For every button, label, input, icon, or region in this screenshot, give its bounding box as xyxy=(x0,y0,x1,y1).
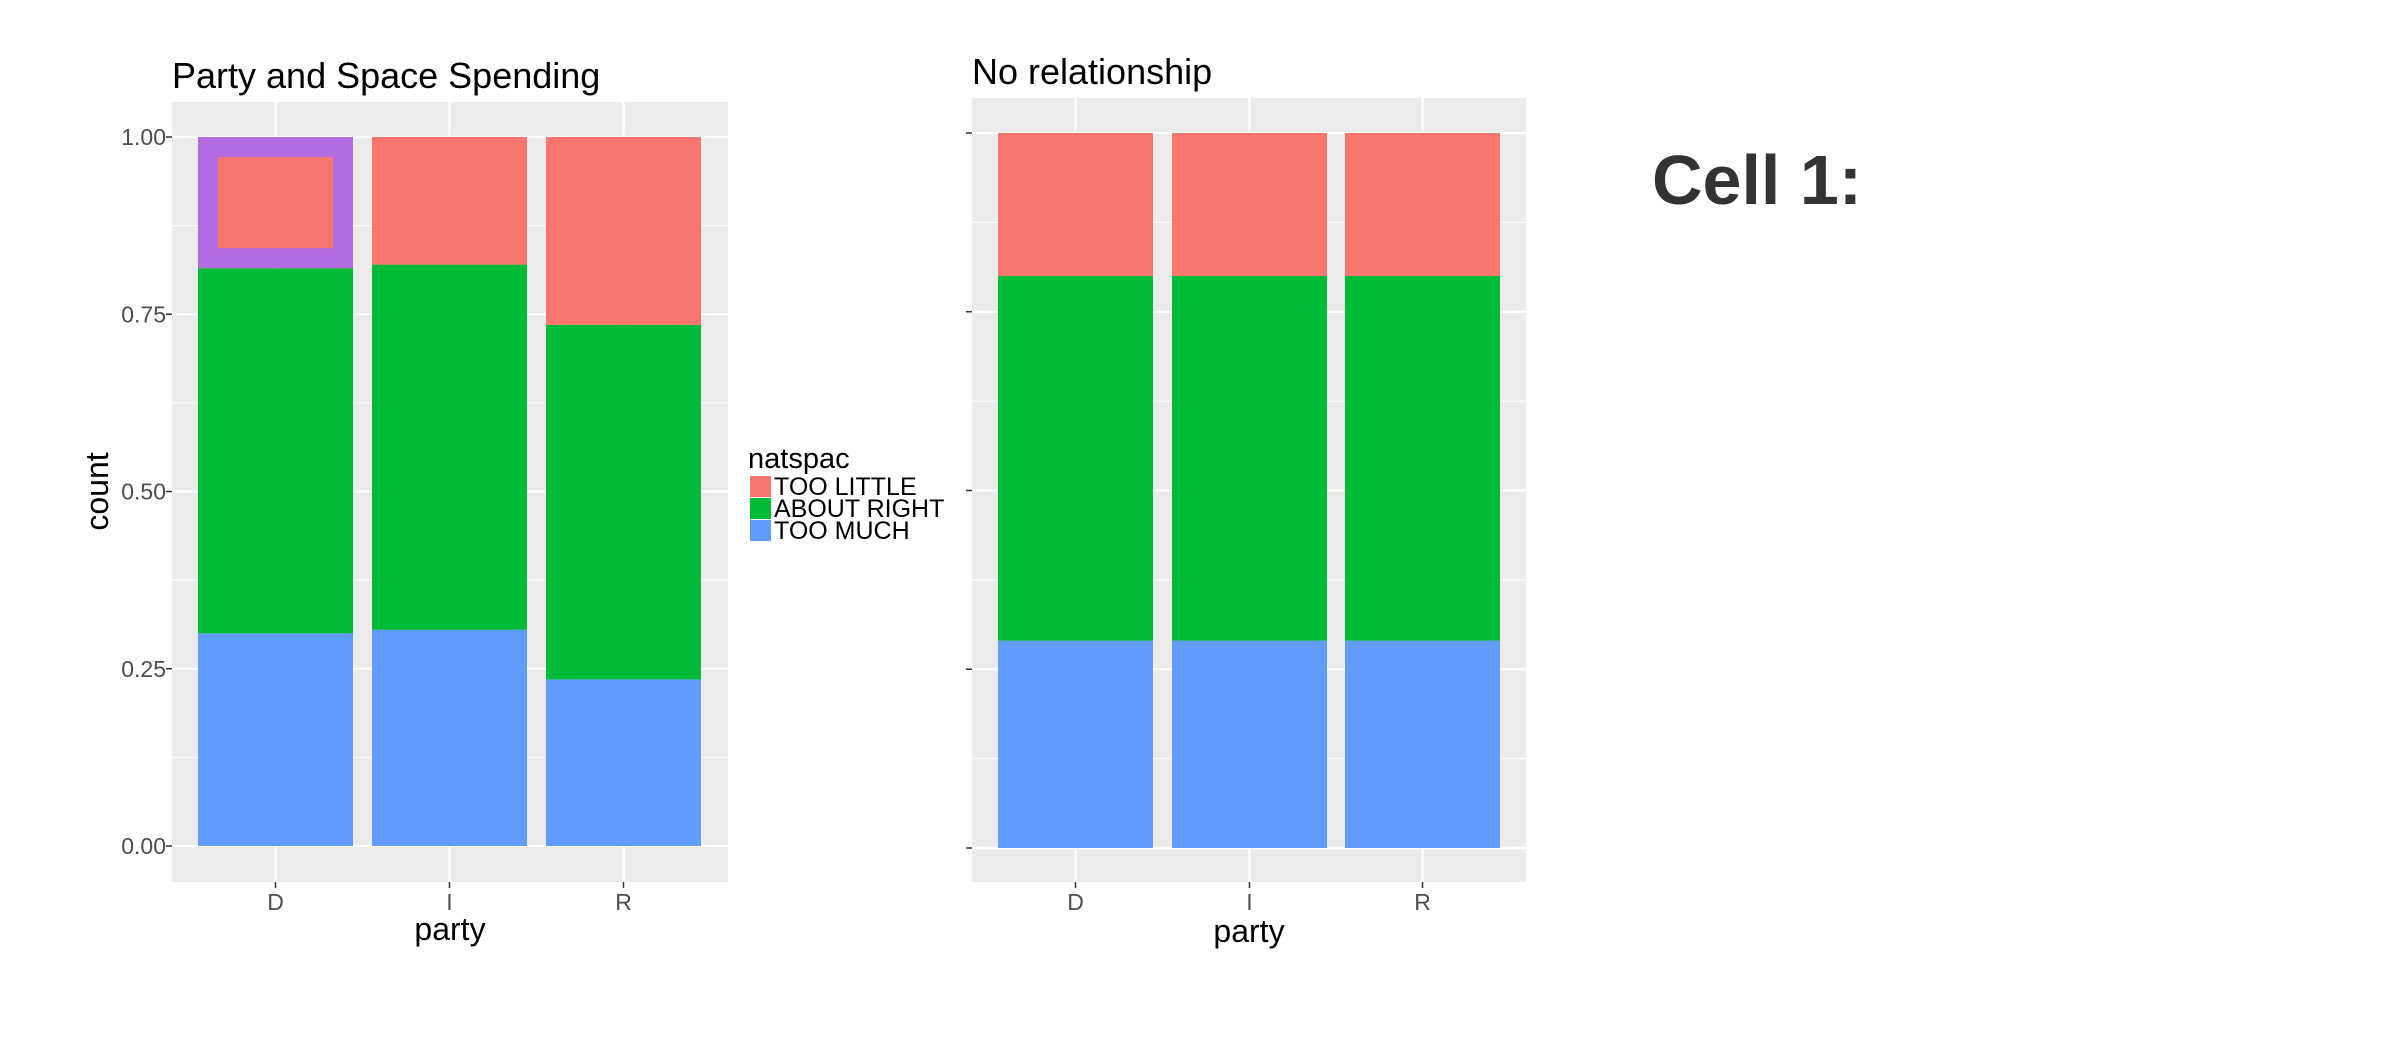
bar-i-too-much xyxy=(372,629,527,846)
x-axis-title: party xyxy=(1213,913,1284,949)
highlight-box xyxy=(198,137,353,269)
x-tick-label: D xyxy=(1067,889,1084,915)
legend-label: ABOUT RIGHT xyxy=(774,495,944,523)
bar-i-too-little xyxy=(372,137,527,265)
x-tick-label: I xyxy=(1246,889,1252,915)
bar-d-too-little xyxy=(998,133,1153,276)
chart-title: No relationship xyxy=(972,51,1212,92)
x-tick-label: I xyxy=(446,889,452,915)
y-tick-label: 0.25 xyxy=(121,656,166,682)
legend-key-too-much xyxy=(750,520,771,541)
bar-d-about-right xyxy=(198,268,353,634)
cell-label: Cell 1: xyxy=(1652,141,1863,219)
legend-key-too-little xyxy=(750,476,771,497)
bar-r-about-right xyxy=(546,324,701,680)
bar-i-too-little xyxy=(1172,133,1327,276)
bar-i-too-much xyxy=(1172,640,1327,848)
bar-r-too-little xyxy=(546,137,701,325)
bar-d-about-right xyxy=(998,276,1153,641)
y-tick-label: 0.75 xyxy=(121,301,166,327)
legend-title: natspac xyxy=(748,443,850,475)
y-tick-label: 0.00 xyxy=(121,833,166,859)
chart-title: Party and Space Spending xyxy=(172,55,600,96)
legend-label: TOO MUCH xyxy=(774,517,910,545)
bar-r-too-much xyxy=(546,679,701,846)
y-tick-label: 0.50 xyxy=(121,479,166,505)
legend-label: TOO LITTLE xyxy=(774,473,917,501)
x-axis-title: party xyxy=(414,911,485,947)
bar-d-too-much xyxy=(998,640,1153,848)
bar-r-too-little xyxy=(1345,133,1500,276)
bar-r-too-much xyxy=(1345,640,1500,848)
bar-d-too-little xyxy=(198,137,353,269)
x-tick-label: R xyxy=(615,889,632,915)
bar-i-about-right xyxy=(1172,276,1327,641)
bar-r-about-right xyxy=(1345,276,1500,641)
legend-key-about-right xyxy=(750,498,771,519)
bar-d-too-much xyxy=(198,633,353,846)
bar-i-about-right xyxy=(372,264,527,630)
y-axis-title: count xyxy=(79,452,115,530)
x-tick-label: D xyxy=(267,889,284,915)
y-tick-label: 1.00 xyxy=(121,124,166,150)
x-tick-label: R xyxy=(1414,889,1431,915)
